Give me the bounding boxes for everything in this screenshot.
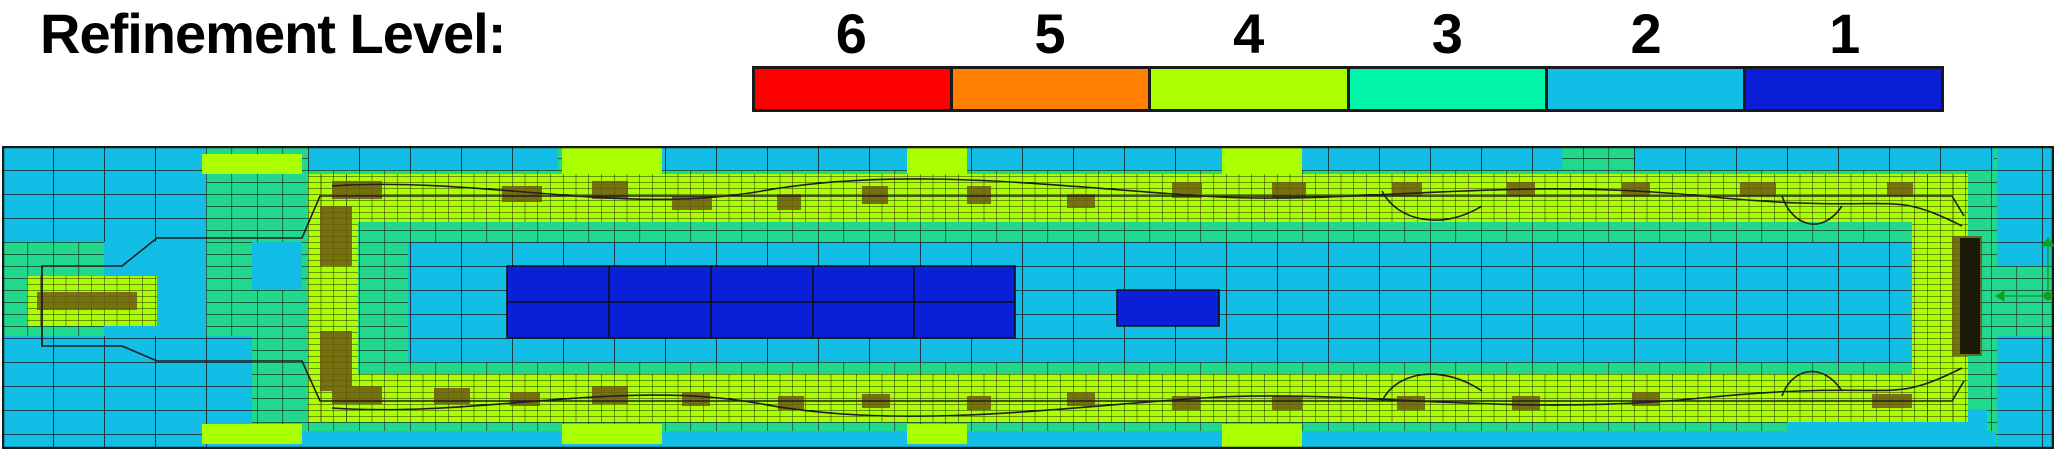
- legend-label-5: 5: [1034, 2, 1066, 65]
- legend-label-4: 4: [1233, 2, 1265, 65]
- legend-swatch-6: [755, 69, 954, 109]
- legend-label-3: 3: [1431, 2, 1463, 65]
- mesh-domain-border: [2, 146, 2054, 449]
- legend-color-bar: [752, 66, 1944, 112]
- legend-label-6: 6: [835, 2, 867, 65]
- legend-label-1: 1: [1829, 2, 1861, 65]
- axis-marker: [1995, 237, 2054, 302]
- mesh-level5-patches: [37, 181, 1982, 410]
- mesh-level1-grid: [506, 265, 1220, 339]
- channel-walls: [41, 178, 1965, 418]
- legend-swatch-1: [1745, 69, 1942, 109]
- legend-swatch-3: [1349, 69, 1548, 109]
- refined-mesh-diagram: [2, 146, 2054, 449]
- legend-swatch-2: [1547, 69, 1746, 109]
- legend-swatch-4: [1151, 69, 1350, 109]
- mesh-level6-core: [1960, 238, 1980, 354]
- legend-label-2: 2: [1630, 2, 1662, 65]
- refinement-level-title: Refinement Level:: [40, 2, 506, 65]
- legend-labels: 6 5 4 3 2 1: [752, 2, 1944, 66]
- legend-swatch-5: [953, 69, 1152, 109]
